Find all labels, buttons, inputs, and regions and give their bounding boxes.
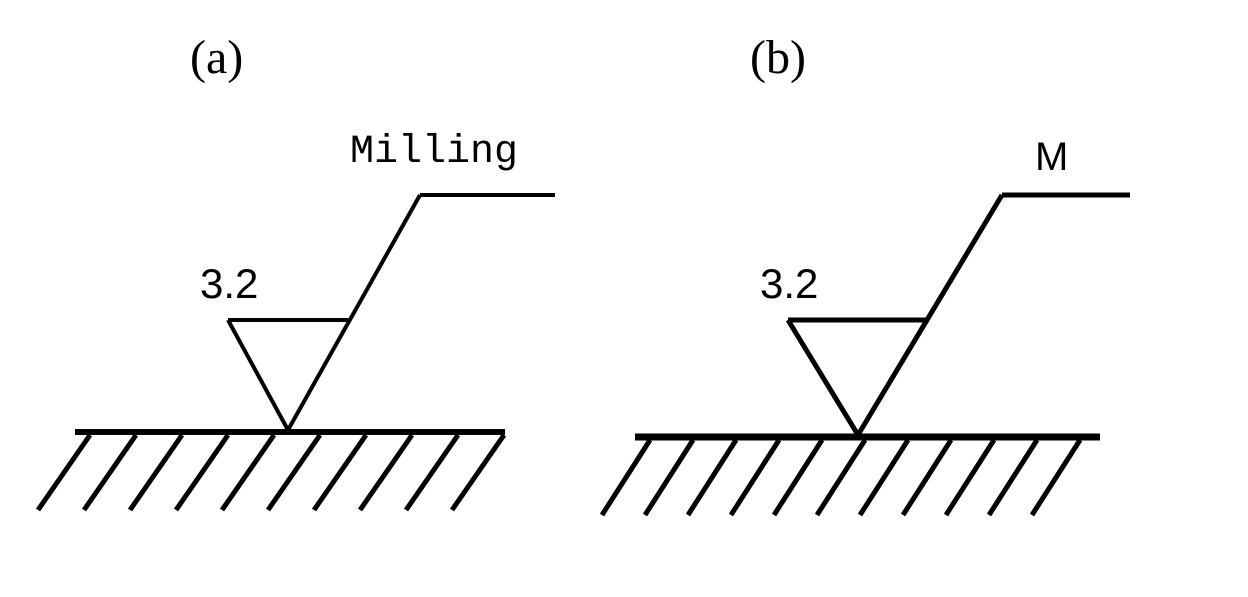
figure-container: (a) Milling 3.2 (b) M 3.2 <box>0 0 1248 597</box>
drawing-svg <box>0 0 1248 597</box>
